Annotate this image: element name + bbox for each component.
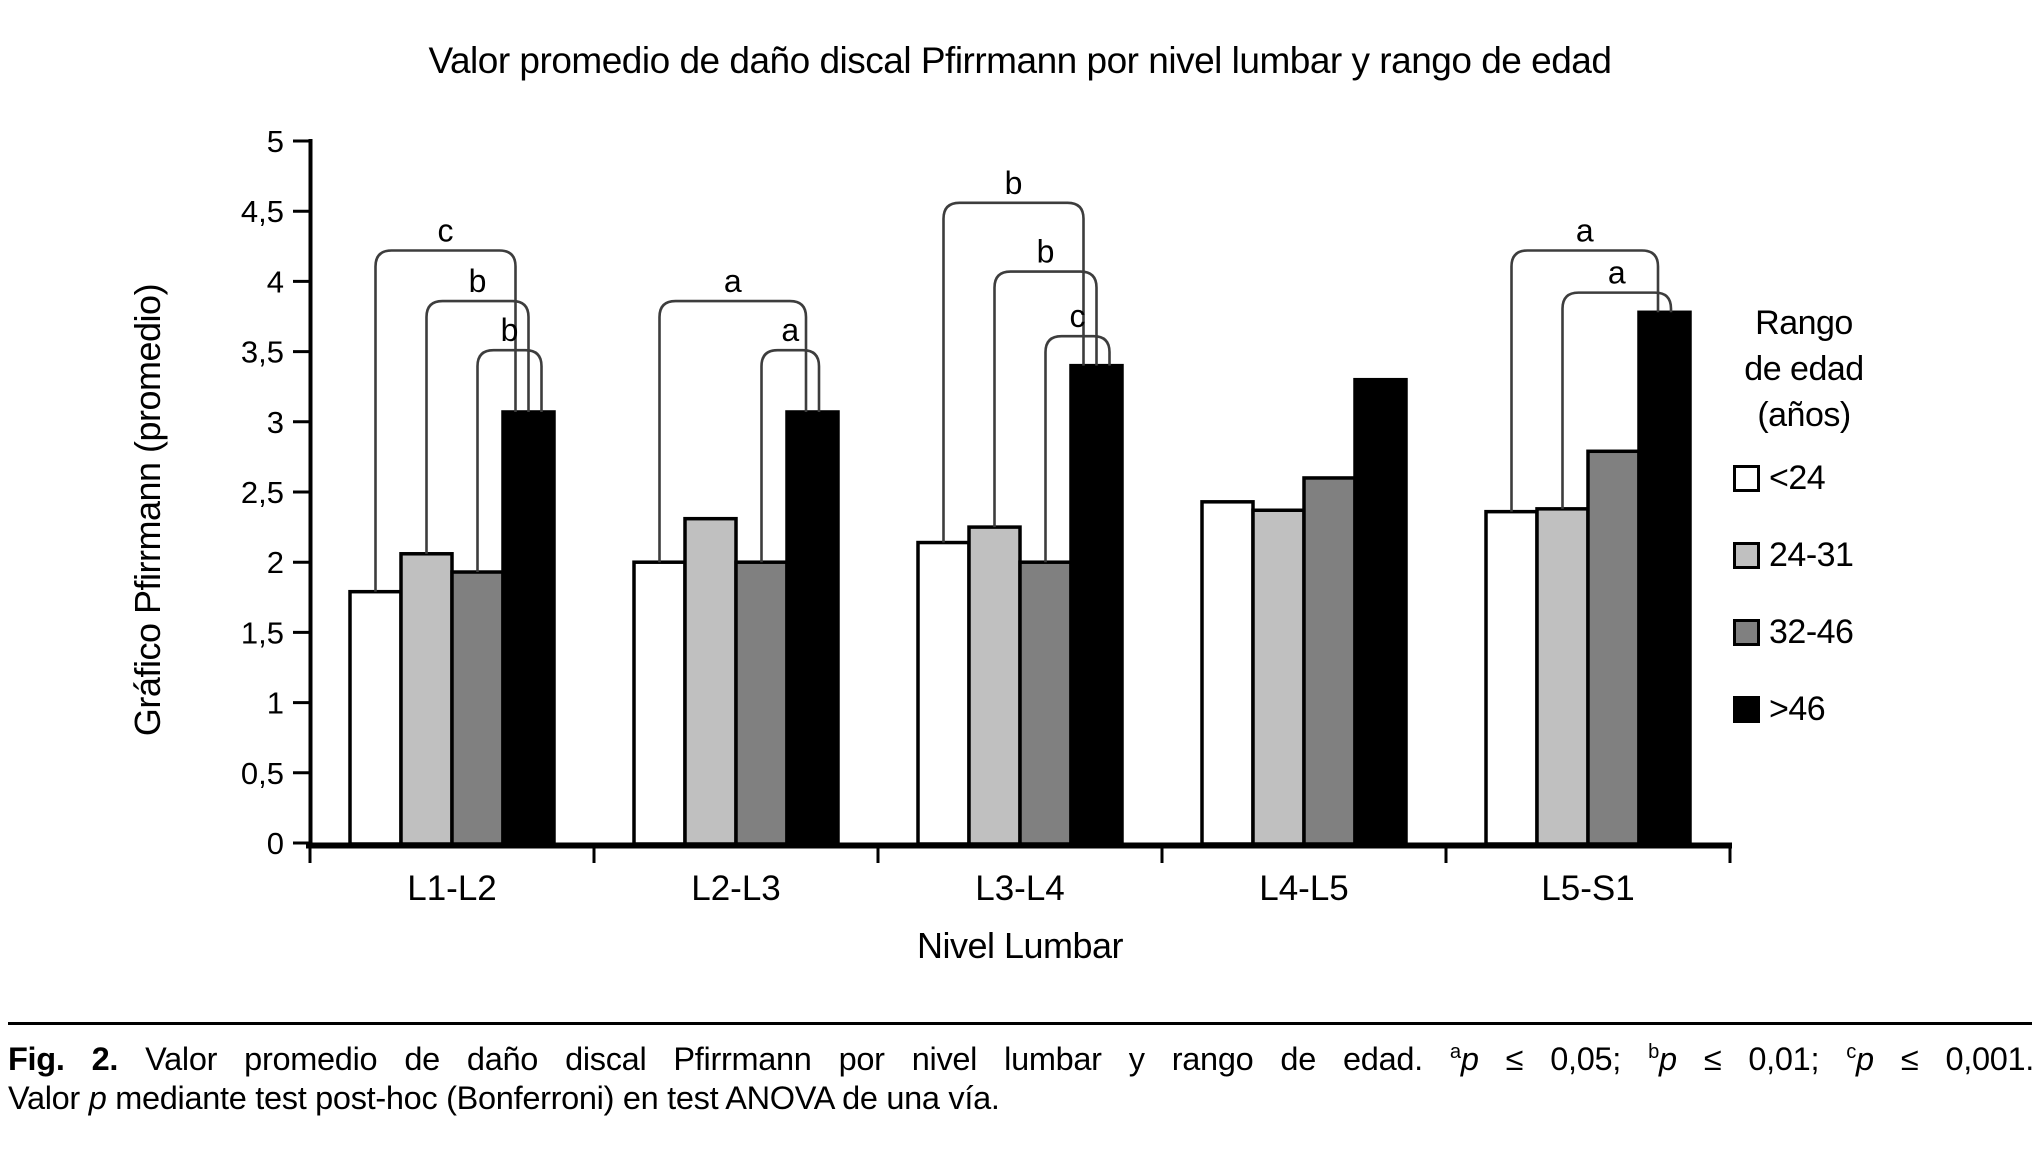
legend-label: 32-46 — [1769, 613, 1854, 651]
y-tick-label: 2,5 — [241, 475, 284, 510]
bar-L3-L4->46 — [1069, 363, 1124, 846]
significance-bracket-b — [942, 201, 1085, 543]
y-tick-label: 5 — [267, 124, 284, 159]
significance-bracket-a — [760, 348, 821, 563]
x-tick-label: L3-L4 — [975, 869, 1065, 908]
legend-swatch-icon — [1733, 542, 1760, 569]
bar-L2-L3-<24 — [632, 560, 687, 846]
bar-L4-L5-32-46 — [1302, 476, 1357, 846]
significance-label: a — [781, 312, 799, 348]
y-tick-label: 4 — [267, 264, 284, 299]
significance-label: b — [469, 263, 487, 299]
caption-segment: ≤ 0,001. — [1873, 1041, 2035, 1077]
significance-bracket-a — [658, 299, 808, 563]
bar-L5-S1-32-46 — [1586, 449, 1641, 846]
significance-bracket-a — [1510, 249, 1660, 512]
significance-bracket-b — [993, 270, 1098, 528]
bar-L2-L3->46 — [785, 410, 840, 846]
significance-bracket-c — [1044, 334, 1111, 563]
y-tick-label: 1,5 — [241, 615, 284, 650]
bar-L4-L5->46 — [1353, 377, 1408, 846]
y-axis-title: Gráfico Pfirrmann (promedio) — [127, 283, 168, 737]
legend-label: 24-31 — [1769, 536, 1854, 574]
x-axis-title: Nivel Lumbar — [916, 925, 1124, 966]
caption-segment: Valor promedio de daño discal Pfirrmann … — [118, 1041, 1450, 1077]
y-tick-label: 0,5 — [241, 756, 284, 791]
caption-segment: ≤ 0,01; — [1676, 1041, 1847, 1077]
bar-L4-L5-<24 — [1200, 500, 1255, 846]
bar-L2-L3-24-31 — [683, 516, 738, 846]
significance-label: a — [724, 263, 742, 299]
x-tick-label: L4-L5 — [1259, 869, 1349, 908]
caption-segment: c — [1846, 1041, 1857, 1064]
bar-L5-S1->46 — [1637, 310, 1692, 846]
caption-segment: p — [1856, 1041, 1874, 1077]
bar-chart-plot: 0 0,5 1 1,5 2 2,5 3 3,5 4 4,5 5 L1-L2 L2-L3 L3-L4 L4-L… — [241, 124, 1732, 908]
bar-L5-S1-24-31 — [1535, 507, 1590, 846]
caption-segment: Valor — [8, 1080, 89, 1116]
bar-L5-S1-<24 — [1484, 509, 1539, 846]
bar-L3-L4-<24 — [916, 540, 971, 846]
y-tick-label: 0 — [267, 826, 284, 861]
bar-L1-L2-24-31 — [399, 552, 454, 846]
y-tick-label: 3,5 — [241, 335, 284, 370]
bar-L2-L3-32-46 — [734, 560, 789, 846]
caption-line: Fig. 2. Valor promedio de daño discal Pf… — [8, 1040, 2034, 1079]
significance-label: a — [1608, 255, 1626, 291]
significance-bracket-b — [425, 299, 530, 554]
bar-L3-L4-24-31 — [967, 525, 1022, 846]
caption-segment: mediante test post-hoc (Bonferroni) en t… — [106, 1080, 1000, 1116]
caption-segment: p — [1460, 1041, 1479, 1077]
legend-label: <24 — [1769, 459, 1826, 497]
bar-L1-L2-<24 — [348, 589, 403, 846]
caption-divider — [8, 1022, 2032, 1025]
legend-item: 32-46 — [1733, 613, 2040, 651]
bar-L1-L2-32-46 — [450, 570, 505, 846]
significance-label: b — [501, 312, 519, 348]
y-tick-label: 4,5 — [241, 194, 284, 229]
legend-swatch-icon — [1733, 465, 1760, 492]
caption-segment: p — [88, 1080, 107, 1116]
bar-L3-L4-32-46 — [1018, 560, 1073, 846]
legend-item: 24-31 — [1733, 536, 2040, 574]
legend-item: >46 — [1733, 690, 2040, 728]
bar-L4-L5-24-31 — [1251, 508, 1306, 846]
legend-swatch-icon — [1733, 619, 1760, 646]
x-tick-label: L1-L2 — [407, 869, 497, 908]
y-tick-label: 2 — [267, 545, 284, 580]
caption-segment: ≤ 0,05; — [1478, 1041, 1649, 1077]
y-tick-label: 3 — [267, 405, 284, 440]
caption-segment: Fig. 2. — [8, 1041, 119, 1077]
y-tick-label: 1 — [267, 686, 284, 721]
legend-title: Rango de edad (años) — [1744, 304, 1864, 434]
figure-caption: Fig. 2. Valor promedio de daño discal Pf… — [8, 1040, 2034, 1118]
significance-label: c — [438, 213, 454, 249]
significance-bracket-b — [476, 348, 543, 573]
x-tick-label: L5-S1 — [1541, 869, 1634, 908]
chart-title: Valor promedio de daño discal Pfirrmann … — [428, 40, 1612, 81]
significance-bracket-c — [374, 249, 517, 592]
legend-swatch-icon — [1733, 696, 1760, 723]
caption-segment: b — [1648, 1041, 1659, 1064]
significance-label: b — [1005, 165, 1023, 201]
significance-label: c — [1070, 298, 1086, 334]
bar-L1-L2->46 — [501, 410, 556, 846]
significance-label: b — [1037, 234, 1055, 270]
legend-items: <24 24-31 32-46 >46 — [1733, 459, 2040, 728]
legend-label: >46 — [1769, 690, 1826, 728]
legend-item: <24 — [1733, 459, 2040, 497]
significance-label: a — [1576, 213, 1594, 249]
chart-legend: Rango de edad (años) <24 24-31 32-46 >46 — [1733, 300, 2040, 770]
significance-bracket-a — [1561, 291, 1673, 509]
caption-segment: p — [1658, 1041, 1677, 1077]
caption-line: Valor p mediante test post-hoc (Bonferro… — [8, 1079, 2034, 1118]
x-tick-label: L2-L3 — [691, 869, 781, 908]
caption-segment: a — [1449, 1041, 1461, 1064]
